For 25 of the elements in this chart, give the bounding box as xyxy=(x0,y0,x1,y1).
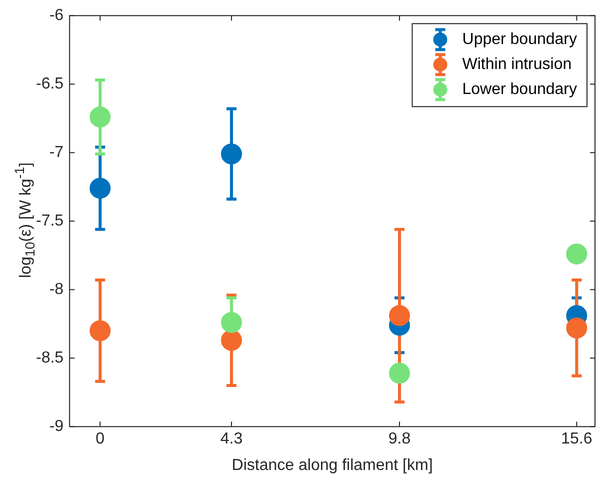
x-axis-title: Distance along filament [km] xyxy=(232,456,433,474)
y-tick-label: -7 xyxy=(49,144,64,162)
x-tick-label: 0 xyxy=(96,430,105,448)
legend-label: Within intrusion xyxy=(462,56,572,74)
point xyxy=(566,317,588,338)
point xyxy=(220,143,242,164)
y-tick-label: -8 xyxy=(49,281,64,298)
legend-label: Lower boundary xyxy=(462,81,578,98)
point xyxy=(90,106,111,128)
legend-label: Upper boundary xyxy=(462,31,578,48)
point xyxy=(566,243,588,264)
y-tick-label: -6.5 xyxy=(36,76,64,93)
point xyxy=(90,178,111,199)
point xyxy=(388,362,410,384)
x-tick-label: 15.6 xyxy=(561,430,592,448)
point xyxy=(220,330,242,351)
x-tick-label: 4.3 xyxy=(220,430,243,448)
y-tick-label: -9 xyxy=(49,418,64,436)
x-tick-label: 9.8 xyxy=(388,430,411,448)
y-tick-label: -7.5 xyxy=(36,212,64,230)
y-tick-label: -6 xyxy=(49,7,64,24)
y-tick-label: -8.5 xyxy=(36,350,64,367)
point xyxy=(90,320,111,342)
point xyxy=(220,312,242,333)
point xyxy=(388,305,410,326)
